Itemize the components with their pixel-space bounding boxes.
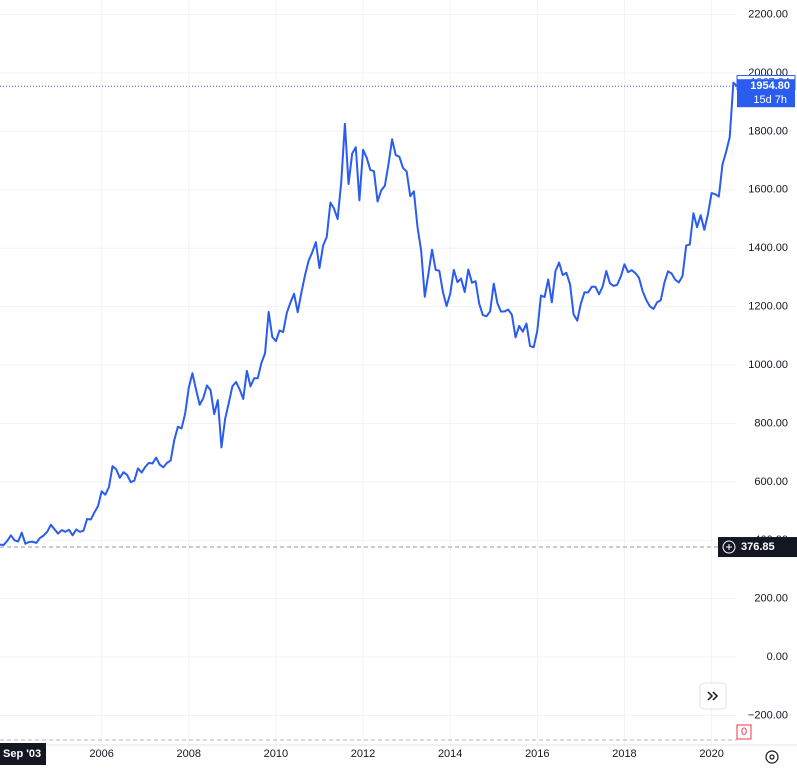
x-tick-label: 2008	[177, 748, 201, 760]
settings-icon[interactable]	[765, 750, 779, 764]
x-tick-label: 2016	[525, 748, 549, 760]
x-tick-label: 2012	[351, 748, 375, 760]
x-tick-label: 2014	[438, 748, 462, 760]
y-tick-label: 1800.00	[748, 125, 788, 137]
countdown: 15d 7h	[753, 94, 787, 106]
y-tick-label: 0.00	[767, 651, 788, 663]
y-tick-label: 1200.00	[748, 301, 788, 313]
y-tick-label: 1400.00	[748, 242, 788, 254]
x-tick-label-bg	[0, 743, 46, 765]
reference-plus-icon	[722, 540, 736, 554]
last-label: 1954.80	[750, 80, 790, 92]
settings-button[interactable]	[765, 750, 779, 764]
reference-label-bg	[718, 537, 797, 558]
last-label-bg	[737, 79, 795, 108]
y-tick-label: 200.00	[754, 593, 788, 605]
y-tick-label: 800.00	[754, 417, 788, 429]
reference-label: 376.85	[741, 541, 775, 553]
lower-pane-label: 0	[741, 726, 747, 738]
settings-icon-core[interactable]	[769, 754, 775, 760]
y-tick-label: 600.00	[754, 476, 788, 488]
scroll-icon[interactable]	[707, 691, 719, 701]
x-tick-label: 2018	[612, 748, 636, 760]
scroll-button[interactable]	[699, 682, 727, 710]
y-tick-label: 2200.00	[748, 9, 788, 21]
x-tick-label: 2020	[699, 748, 723, 760]
reference-plus-icon	[726, 544, 732, 551]
y-tick-label: −200.00	[748, 709, 788, 721]
x-tick-label: 2006	[89, 748, 113, 760]
x-tick-label: Sep '03	[3, 748, 41, 760]
lower-pane-label-bg	[736, 724, 752, 740]
y-tick-label: 1000.00	[748, 359, 788, 371]
x-tick-label: 2010	[264, 748, 288, 760]
y-tick-label: 1600.00	[748, 184, 788, 196]
price-line	[0, 81, 738, 546]
